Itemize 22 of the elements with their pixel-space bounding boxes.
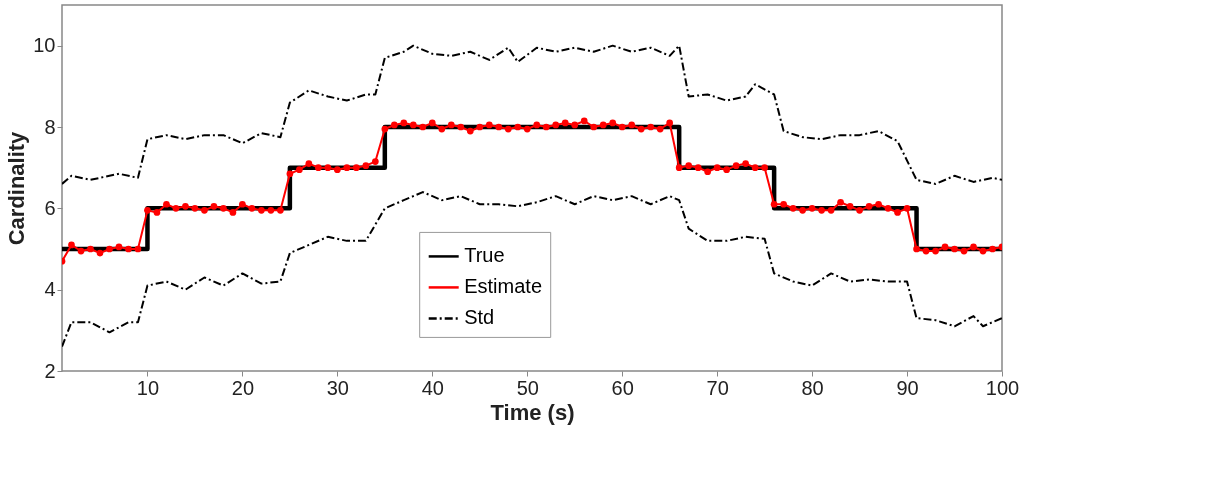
x-tick-label: 70 [706, 376, 729, 399]
x-tick-label: 30 [326, 376, 349, 399]
y-tick-label: 10 [33, 34, 56, 57]
x-axis-title: Time (s) [490, 399, 575, 425]
x-tick-label: 10 [136, 376, 160, 399]
y-axis-title: Cardinality [4, 130, 30, 246]
x-tick-label: 20 [231, 376, 255, 399]
x-tick-label: 90 [896, 376, 919, 399]
y-tick-label: 4 [44, 278, 56, 301]
legend-label: True [464, 244, 505, 267]
legend-label: Estimate [464, 275, 543, 298]
x-tick-label: 50 [516, 376, 539, 399]
legend-label: Std [464, 306, 495, 329]
y-tick-label: 2 [44, 359, 56, 382]
y-tick-label: 6 [44, 196, 56, 219]
x-tick-label: 60 [611, 376, 634, 399]
x-tick-label: 100 [985, 376, 1020, 399]
x-tick-label: 80 [801, 376, 824, 399]
y-tick-label: 8 [44, 115, 56, 138]
x-tick-label: 40 [421, 376, 444, 399]
line-series [62, 191, 1002, 348]
line-series [62, 44, 1002, 185]
